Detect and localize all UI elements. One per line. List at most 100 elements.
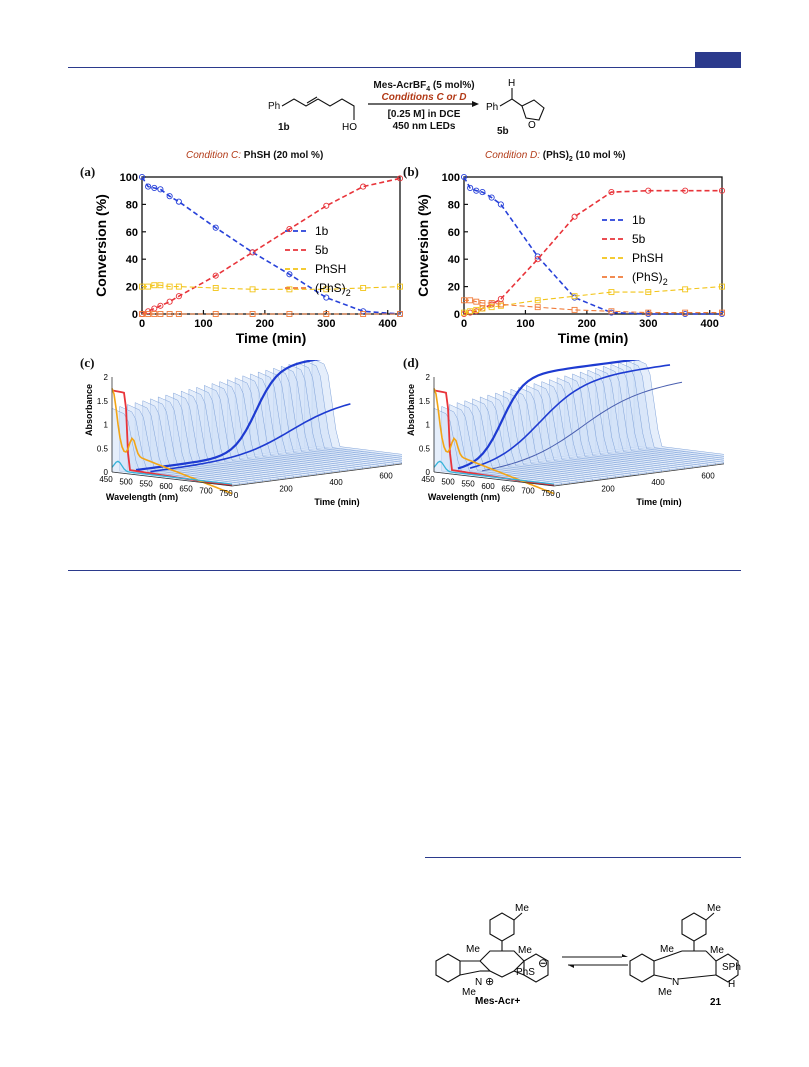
- data-point: [571, 213, 578, 220]
- legend-entry: 1b: [632, 213, 646, 227]
- data-point: [488, 194, 495, 201]
- data-point: [360, 311, 367, 317]
- data-point: [497, 201, 504, 208]
- data-point: [138, 173, 146, 181]
- x-tick-label: 100: [194, 318, 212, 330]
- data-point: [175, 311, 182, 317]
- spectrum-slice: [456, 402, 578, 484]
- spectrum-slice: [495, 392, 616, 479]
- data-point: [286, 311, 293, 317]
- prod-o: O: [528, 120, 536, 131]
- sm-structure: [281, 96, 355, 120]
- top-rule: [68, 67, 741, 68]
- figure-bottom-rule: [68, 570, 741, 571]
- spectrum-slice: [518, 386, 639, 476]
- data-point: [157, 302, 164, 309]
- data-point: [157, 282, 164, 289]
- data-point: [157, 186, 164, 193]
- wavelength-axis-label: Wavelength (nm): [106, 492, 178, 502]
- wavelength-tick-label: 650: [179, 484, 193, 493]
- adduct-21-structure: [629, 912, 739, 983]
- data-point: [249, 249, 256, 256]
- spectrum-slice: [265, 369, 387, 467]
- data-point: [145, 283, 152, 290]
- data-point: [645, 309, 652, 316]
- data-point: [396, 175, 404, 182]
- time-tick-label: 200: [601, 485, 615, 494]
- data-point: [479, 189, 486, 196]
- data-point: [323, 311, 330, 317]
- wavelength-tick-label: 550: [139, 480, 153, 489]
- spectrum-slice: [479, 396, 601, 481]
- data-point: [534, 297, 541, 304]
- data-point: [139, 311, 145, 317]
- data-point: [719, 283, 725, 290]
- front-spectrum: [433, 388, 555, 495]
- spectrum-slice: [441, 406, 562, 486]
- data-point: [645, 289, 652, 296]
- prod-ph: Ph: [486, 102, 498, 113]
- adduct-me-left: Me: [660, 944, 674, 955]
- legend-entry: PhSH: [315, 262, 346, 276]
- y-axis-label: Conversion (%): [415, 194, 431, 297]
- spectrum-slice: [602, 365, 724, 465]
- wavelength-tick-label: 750: [219, 489, 233, 498]
- spectrum-slice: [180, 390, 302, 478]
- series-line-blue: [141, 176, 401, 315]
- spectrum-slice: [157, 396, 279, 481]
- panel-label-d: (d): [403, 355, 419, 370]
- y-tick-label: 40: [126, 254, 138, 266]
- wavelength-tick-label: 650: [501, 484, 515, 493]
- anion-phs: PhS: [516, 967, 535, 978]
- y-tick-label: 60: [126, 227, 138, 239]
- series-line-yellow: [463, 286, 723, 314]
- spectrum-slice: [564, 375, 686, 470]
- wavelength-tick-label: 600: [159, 482, 173, 491]
- y-tick-label: 100: [120, 172, 138, 184]
- data-point: [151, 282, 158, 289]
- spectrum-slice: [572, 373, 693, 469]
- adduct-n-me: Me: [658, 987, 672, 998]
- kinetic-trace: [481, 381, 683, 472]
- spectrum-slice: [610, 363, 724, 463]
- spectrum-slice: [541, 381, 662, 473]
- data-point: [139, 283, 145, 290]
- conversion-chart-b: 0 20 40 60 80 100 0 100 200 300 400 Time (min) Conve…: [415, 172, 726, 346]
- data-point: [157, 311, 164, 317]
- x-tick-label: 0: [139, 318, 145, 330]
- wavelength-tick-label: 700: [199, 487, 213, 496]
- data-point: [212, 224, 219, 231]
- abs-tick-label: 0.5: [97, 444, 109, 453]
- spectrum-slice: [549, 379, 670, 472]
- spectrum-slice: [311, 360, 402, 457]
- reagent-line4: 450 nm LEDs: [393, 121, 456, 132]
- mes-me-right: Me: [518, 945, 532, 956]
- data-point: [682, 187, 689, 194]
- sm-ph: Ph: [268, 101, 280, 112]
- y-tick-label: 0: [454, 309, 460, 321]
- legend-entry: (PhS)2: [632, 270, 668, 287]
- abs-axis-label: Absorbance: [406, 384, 416, 436]
- time-tick-label: 400: [329, 478, 343, 487]
- data-point: [682, 309, 689, 316]
- adduct-n: N: [672, 977, 679, 988]
- spectrum-slice: [633, 360, 724, 457]
- kinetic-trace: [469, 364, 671, 469]
- spectrum-slice: [595, 367, 716, 466]
- spectrum-slice: [304, 360, 402, 459]
- spectrum-slice: [533, 383, 655, 474]
- data-point: [473, 298, 480, 305]
- absorbance-3d-chart-d: 0 0.5 1 1.5 2 Absorbance 450 500 550 600 650 700 750…: [406, 360, 724, 507]
- data-point: [473, 187, 480, 194]
- kinetic-trace: [150, 403, 351, 473]
- spectrum-slice: [472, 398, 593, 482]
- data-point: [608, 189, 615, 196]
- data-point: [479, 300, 486, 306]
- spectrum-slice: [204, 385, 325, 475]
- legend-entry: PhSH: [632, 251, 663, 265]
- abs-tick-label: 2: [426, 373, 431, 382]
- data-point: [461, 309, 467, 316]
- condition-c-header: Condition C: PhSH (20 mol %): [186, 150, 324, 161]
- x-tick-label: 400: [701, 318, 719, 330]
- data-point: [467, 308, 474, 315]
